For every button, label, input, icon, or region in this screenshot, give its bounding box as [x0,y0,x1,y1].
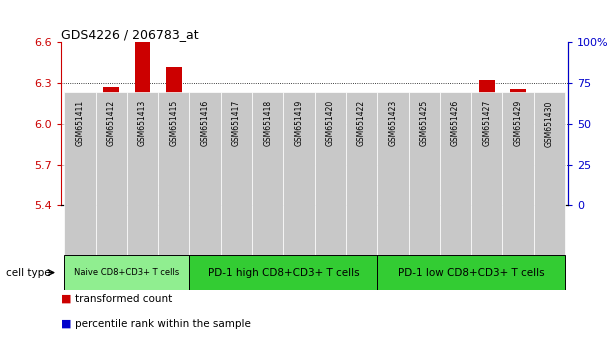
Bar [284,92,315,255]
Text: Naive CD8+CD3+ T cells: Naive CD8+CD3+ T cells [74,268,180,277]
Point [513,108,523,114]
Text: GSM651413: GSM651413 [138,100,147,147]
Text: GSM651417: GSM651417 [232,100,241,147]
Bar [229,147,244,205]
Bar [541,148,557,205]
Bar [502,92,534,255]
Bar [127,92,158,255]
Bar [323,121,338,205]
Point [263,113,273,119]
Bar [72,117,88,205]
Text: transformed count: transformed count [75,294,172,304]
Text: GSM651419: GSM651419 [295,100,304,147]
Text: ■: ■ [61,294,71,304]
Text: GSM651422: GSM651422 [357,100,366,146]
Bar [291,125,307,205]
Bar [354,117,370,205]
Point [326,129,335,135]
Point [294,132,304,138]
Bar [64,255,189,290]
Bar [189,255,377,290]
Point [544,121,554,127]
Text: cell type: cell type [6,268,51,278]
Text: PD-1 low CD8+CD3+ T cells: PD-1 low CD8+CD3+ T cells [398,268,544,278]
Bar [221,92,252,255]
Bar [95,92,127,255]
Text: GSM651425: GSM651425 [420,100,429,147]
Bar [510,88,526,205]
Bar [64,92,95,255]
Bar [197,121,213,205]
Bar [417,162,432,205]
Bar [260,117,276,205]
Point [482,105,492,110]
Point [232,134,241,140]
Point [200,137,210,143]
Bar [440,92,471,255]
Text: ■: ■ [61,319,71,329]
Point [169,100,178,105]
Point [451,124,461,130]
Bar [134,42,150,205]
Text: GSM651420: GSM651420 [326,100,335,147]
Point [75,113,85,119]
Text: GSM651418: GSM651418 [263,100,273,146]
Bar [534,92,565,255]
Bar [409,92,440,255]
Point [137,97,147,102]
Bar [346,92,377,255]
Text: GSM651416: GSM651416 [200,100,210,147]
Bar [166,67,181,205]
Bar [103,87,119,205]
Text: GSM651426: GSM651426 [451,100,460,147]
Bar [189,92,221,255]
Point [388,124,398,130]
Bar [315,92,346,255]
Bar [377,255,565,290]
Bar [471,92,502,255]
Bar [252,92,284,255]
Text: GSM651423: GSM651423 [389,100,397,147]
Text: GSM651430: GSM651430 [545,100,554,147]
Text: GSM651412: GSM651412 [107,100,115,146]
Point [106,105,116,110]
Text: GSM651411: GSM651411 [75,100,84,146]
Bar [385,169,401,205]
Text: PD-1 high CD8+CD3+ T cells: PD-1 high CD8+CD3+ T cells [208,268,359,278]
Bar [448,148,463,205]
Text: percentile rank within the sample: percentile rank within the sample [75,319,251,329]
Bar [158,92,189,255]
Bar [377,92,409,255]
Text: GSM651429: GSM651429 [514,100,522,147]
Text: GSM651415: GSM651415 [169,100,178,147]
Point [357,124,367,130]
Bar [479,80,495,205]
Text: GDS4226 / 206783_at: GDS4226 / 206783_at [61,28,199,41]
Text: GSM651427: GSM651427 [482,100,491,147]
Point [419,124,429,130]
